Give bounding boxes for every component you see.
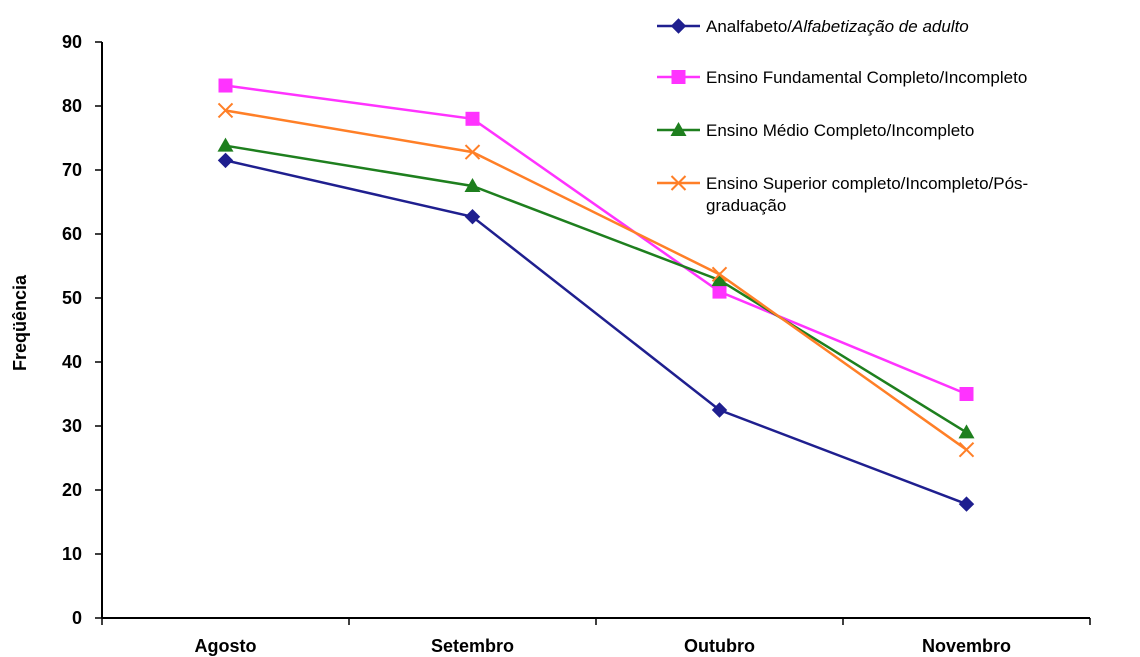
data-point-marker xyxy=(217,102,234,119)
x-tick-label: Novembro xyxy=(922,636,1011,656)
data-point-marker xyxy=(959,387,974,401)
legend-label: Ensino Superior completo/Incompleto/Pós-… xyxy=(706,174,1028,215)
legend-label: Ensino Médio Completo/Incompleto xyxy=(706,121,974,140)
data-point-marker xyxy=(464,144,481,160)
y-tick-label: 30 xyxy=(62,416,82,436)
legend-item: Ensino Fundamental Completo/Incompleto xyxy=(657,68,1027,87)
legend-marker xyxy=(671,70,686,84)
y-tick-label: 0 xyxy=(72,608,82,628)
series-2 xyxy=(218,78,974,401)
data-point-marker xyxy=(465,111,480,126)
x-tick-label: Setembro xyxy=(431,636,514,656)
series-line xyxy=(225,144,968,434)
series-line xyxy=(225,109,968,451)
data-point-marker xyxy=(218,78,233,93)
y-tick-label: 90 xyxy=(62,32,82,52)
legend-marker xyxy=(670,175,687,191)
y-tick-label: 10 xyxy=(62,544,82,564)
legend-item: Ensino Superior completo/Incompleto/Pós-… xyxy=(657,174,1028,215)
y-ticks: 0 10 20 30 40 50 60 70 80 90 xyxy=(62,32,102,628)
legend: Analfabeto/Alfabetização de adulto Ensino… xyxy=(657,17,1028,215)
y-tick-label: 50 xyxy=(62,288,82,308)
y-tick-label: 70 xyxy=(62,160,82,180)
data-point-marker xyxy=(711,266,728,283)
legend-item: Analfabeto/Alfabetização de adulto xyxy=(657,17,969,36)
series-line xyxy=(225,159,967,506)
data-point-marker xyxy=(217,152,234,169)
legend-label: Analfabeto/Alfabetização de adulto xyxy=(706,17,969,36)
data-point-marker xyxy=(712,284,727,299)
series-3 xyxy=(217,137,975,439)
series-1 xyxy=(217,152,975,512)
data-point-marker xyxy=(958,441,975,458)
y-tick-label: 20 xyxy=(62,480,82,500)
data-point-marker xyxy=(958,424,975,439)
series-line xyxy=(225,84,967,396)
data-point-marker xyxy=(958,496,975,512)
x-ticks: Agosto Setembro Outubro Novembro xyxy=(101,618,1091,656)
data-point-marker xyxy=(711,402,728,418)
y-tick-label: 60 xyxy=(62,224,82,244)
data-point-marker xyxy=(464,178,481,192)
legend-label: Ensino Fundamental Completo/Incompleto xyxy=(706,68,1027,87)
legend-item: Ensino Médio Completo/Incompleto xyxy=(657,121,974,140)
series-4 xyxy=(217,102,975,458)
legend-marker xyxy=(670,18,687,34)
data-point-marker xyxy=(464,209,481,225)
x-tick-label: Agosto xyxy=(195,636,257,656)
y-axis-label: Freqüência xyxy=(10,274,30,371)
y-tick-label: 80 xyxy=(62,96,82,116)
data-point-marker xyxy=(711,272,728,287)
legend-marker xyxy=(670,122,687,136)
y-tick-label: 40 xyxy=(62,352,82,372)
x-tick-label: Outubro xyxy=(684,636,755,656)
series-layer xyxy=(217,78,975,512)
data-point-marker xyxy=(217,137,234,152)
